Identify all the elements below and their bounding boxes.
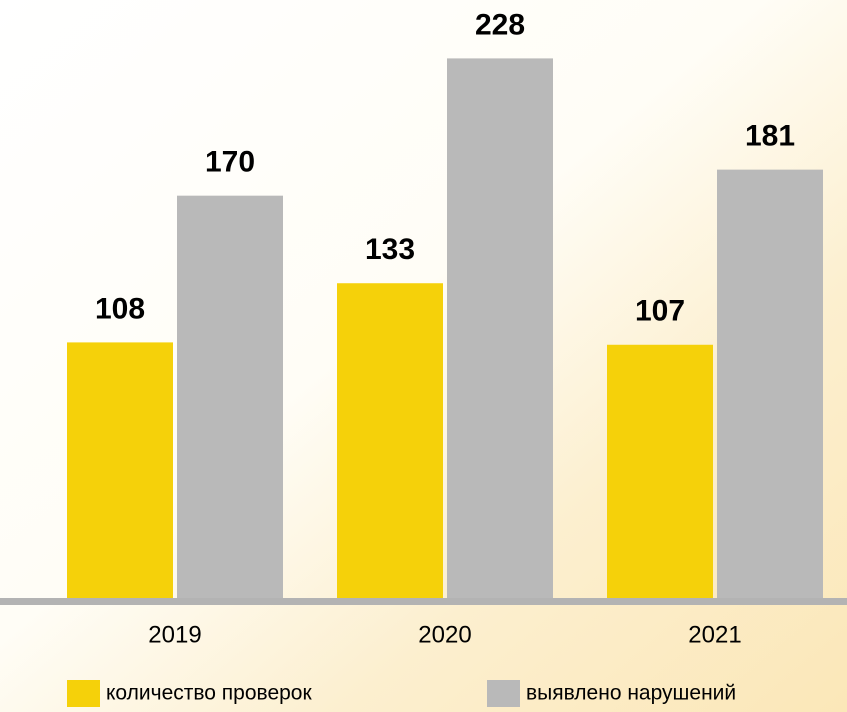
x-tick-label: 2019 <box>148 621 201 648</box>
bar <box>337 283 443 598</box>
value-label: 170 <box>205 146 255 179</box>
legend-swatch <box>67 680 100 707</box>
bar <box>67 342 173 598</box>
x-tick-label: 2020 <box>418 621 471 648</box>
bar <box>447 58 553 598</box>
value-label: 108 <box>95 292 145 325</box>
bar <box>177 195 283 598</box>
bar <box>607 344 713 598</box>
legend-swatch <box>487 680 520 707</box>
value-label: 107 <box>635 295 685 328</box>
legend-label: выявлено нарушений <box>526 682 736 705</box>
value-label: 228 <box>475 8 525 41</box>
axis-line <box>0 598 847 605</box>
legend-label: количество проверок <box>106 682 312 705</box>
x-tick-label: 2021 <box>688 621 741 648</box>
value-label: 133 <box>365 233 415 266</box>
value-label: 181 <box>745 120 795 153</box>
bar <box>717 169 823 598</box>
